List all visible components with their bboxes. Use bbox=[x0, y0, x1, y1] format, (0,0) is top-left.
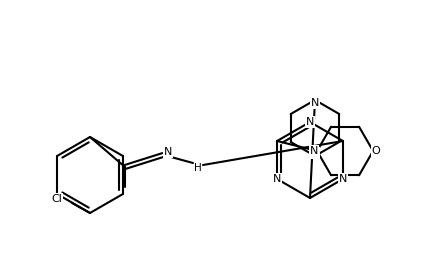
Text: N: N bbox=[339, 174, 347, 184]
Text: H: H bbox=[194, 163, 202, 173]
Text: N: N bbox=[164, 147, 172, 157]
Text: N: N bbox=[310, 146, 318, 156]
Text: N: N bbox=[311, 98, 319, 108]
Text: N: N bbox=[273, 174, 281, 184]
Text: O: O bbox=[311, 148, 319, 158]
Text: N: N bbox=[306, 117, 314, 127]
Text: O: O bbox=[372, 146, 381, 156]
Text: Cl: Cl bbox=[51, 194, 62, 204]
